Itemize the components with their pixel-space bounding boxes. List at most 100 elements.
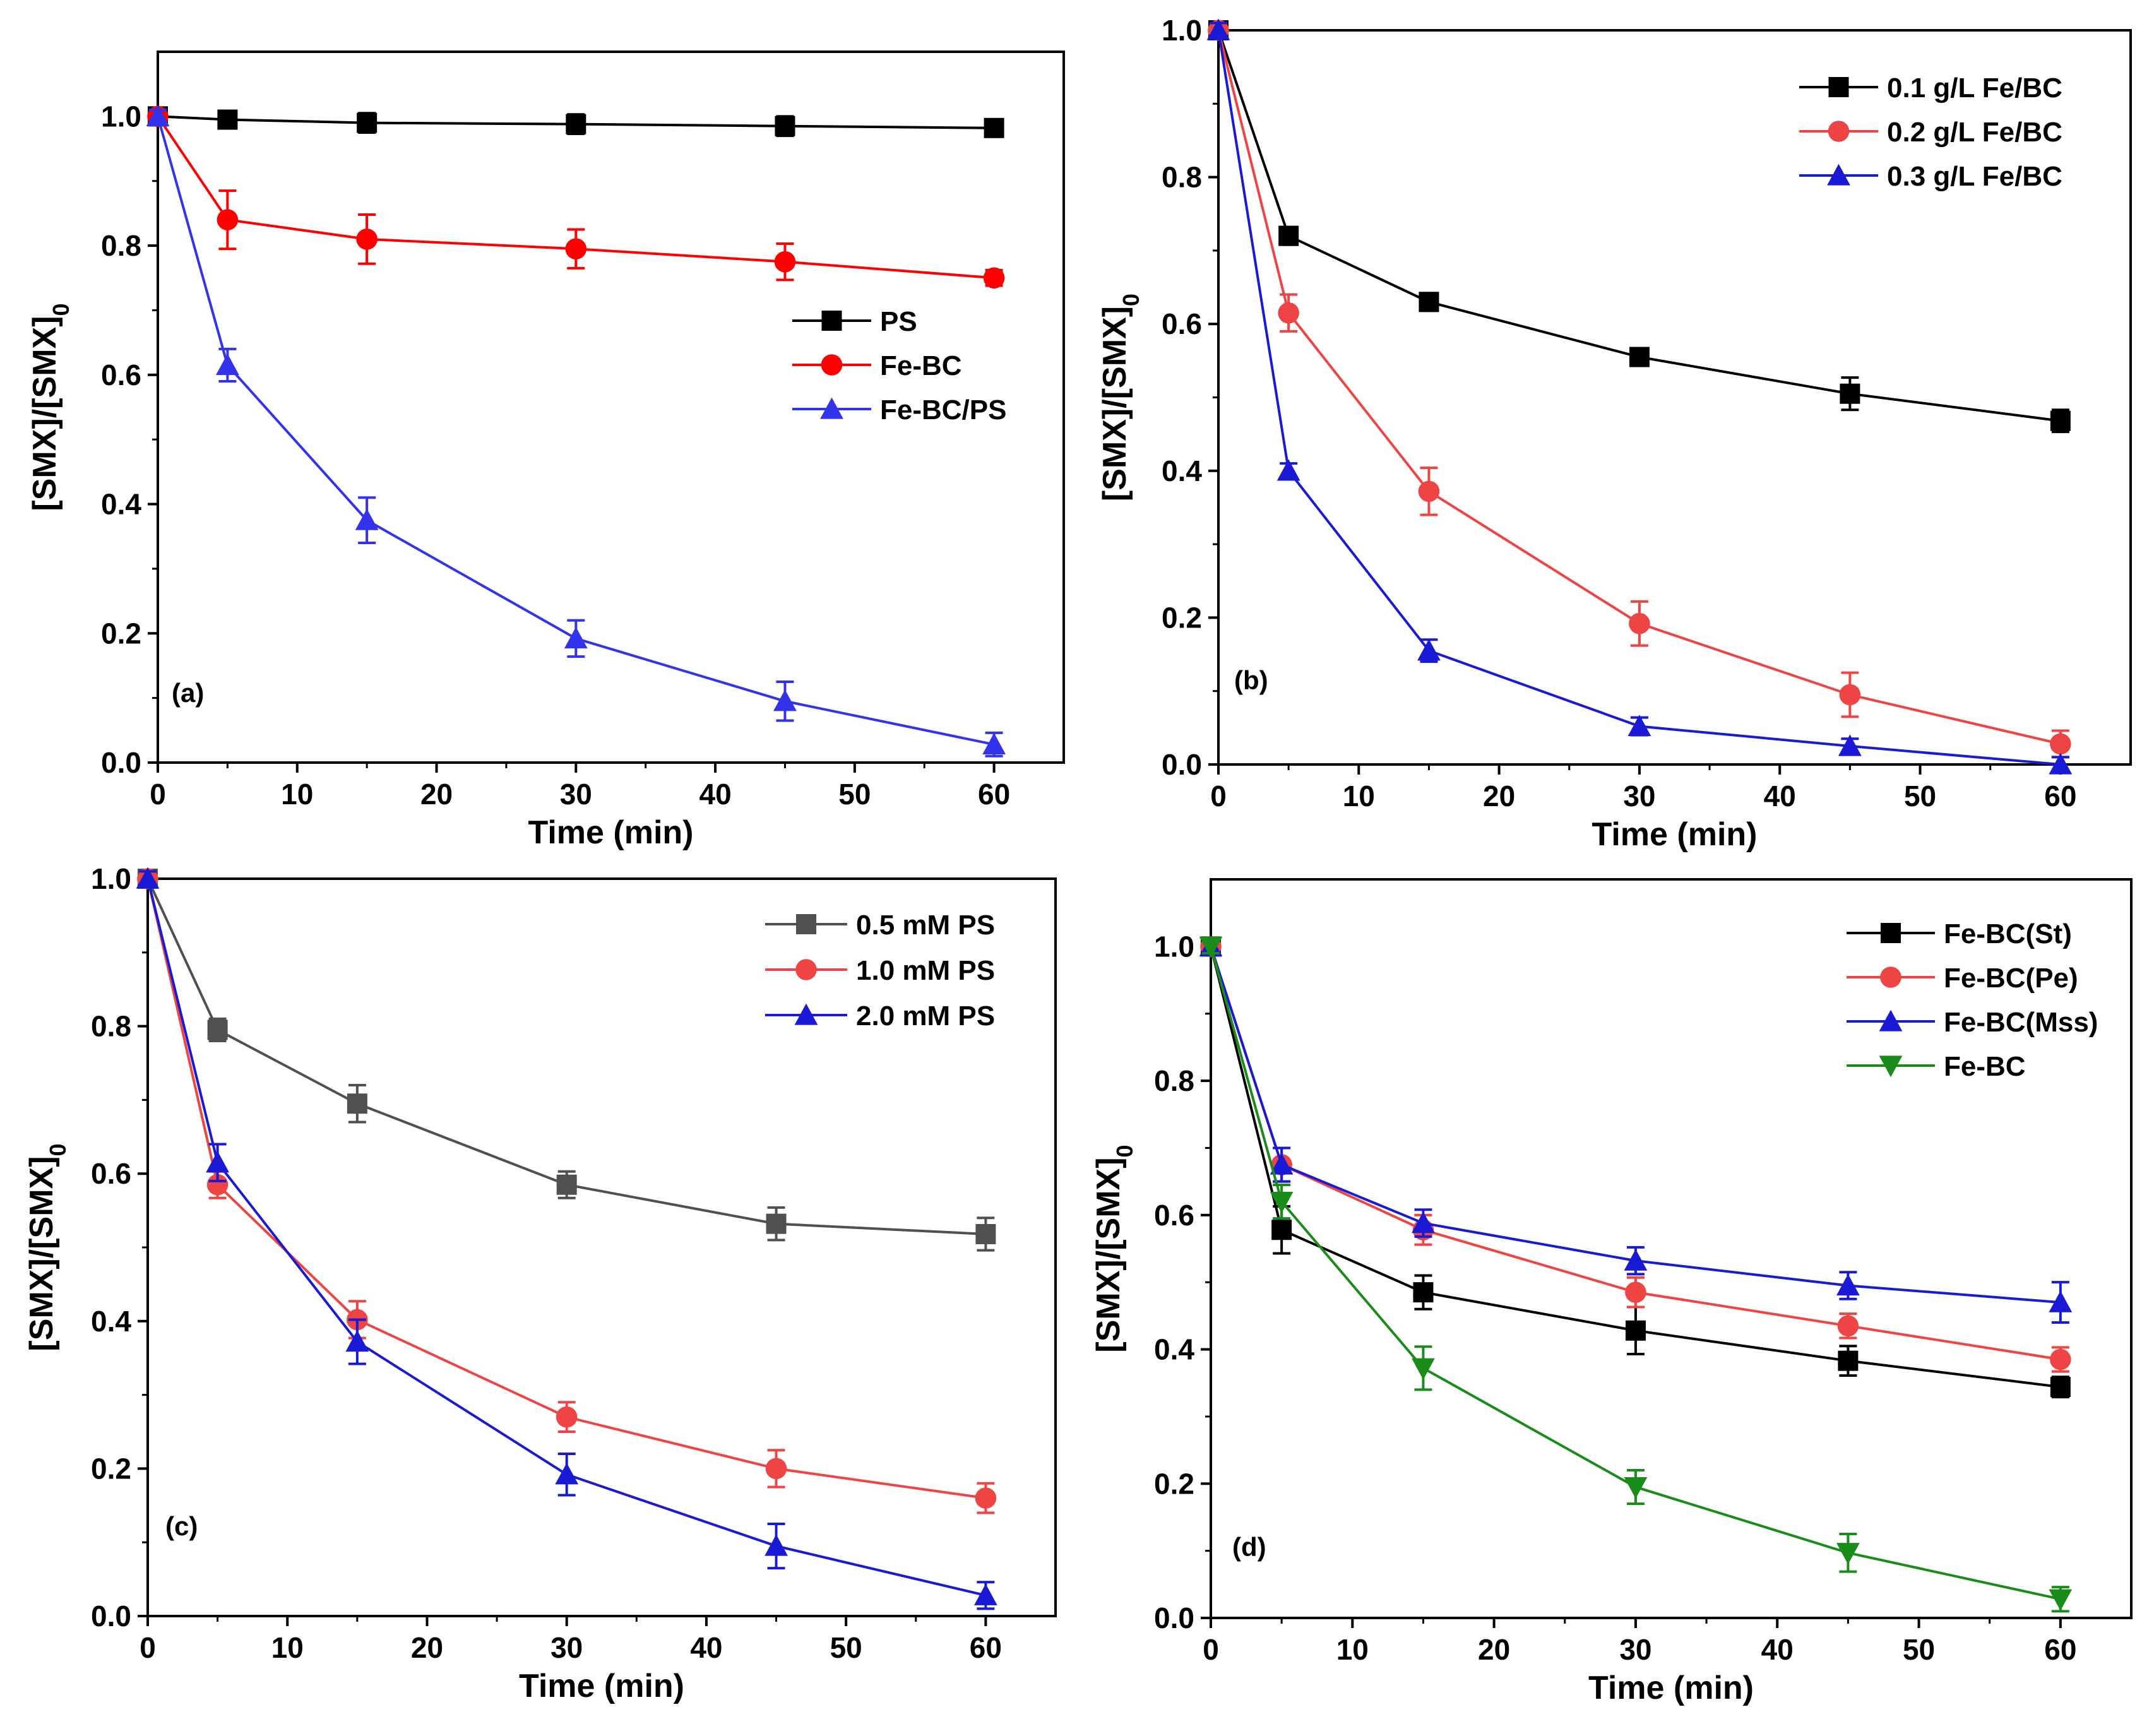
series-0: 0.1 g/L Fe/BC (1208, 20, 2071, 434)
y-tick-label: 0.0 (91, 1600, 131, 1632)
x-tick-label: 20 (420, 778, 453, 811)
data-point (1624, 1249, 1648, 1271)
data-point (982, 732, 1006, 754)
data-point (1838, 734, 1862, 756)
data-point (1270, 1153, 1294, 1175)
panel-label: (d) (1232, 1532, 1266, 1562)
data-point (983, 267, 1005, 289)
data-point (975, 1223, 996, 1244)
legend-marker (820, 397, 843, 419)
series-2: Fe-BC/PS (146, 104, 1006, 758)
data-point (2050, 1377, 2071, 1398)
panel-a: 0 10 20 30 40 50 60 0.0 0.2 0.4 0.6 0.8 1.0 Time (min… (27, 51, 1065, 851)
data-point (1278, 302, 1299, 324)
x-axis-title: Time (min) (528, 814, 694, 851)
y-tick-label: 1.0 (101, 100, 141, 133)
data-point (2049, 752, 2073, 775)
legend-label: Fe-BC (1944, 1051, 2026, 1082)
series-line (1217, 30, 2061, 746)
series-line (146, 878, 986, 1597)
y-tick-label: 0.8 (1154, 1064, 1194, 1097)
data-point (766, 1213, 787, 1234)
series-3: Fe-BC (1199, 936, 2073, 1613)
panel-label: (c) (165, 1511, 198, 1541)
legend-marker (821, 354, 843, 376)
x-tick-label: 0 (1203, 1633, 1219, 1666)
series-line (157, 116, 995, 746)
legend-label: 0.1 g/L Fe/BC (1887, 73, 2062, 104)
x-tick-label: 30 (1623, 780, 1655, 812)
data-point (1836, 1274, 1860, 1296)
data-point (1199, 936, 1223, 958)
y-tick-label: 0.8 (91, 1010, 131, 1043)
y-axis-title: [SMX]/[SMX]0 (27, 303, 74, 511)
data-point (566, 114, 586, 134)
x-axis-title: Time (min) (1592, 816, 1758, 853)
data-point (217, 109, 238, 130)
series-line (157, 116, 994, 280)
data-point (555, 1463, 579, 1485)
plot-frame (1210, 878, 2133, 1619)
series-0: PS (148, 106, 1004, 337)
data-point (775, 116, 795, 136)
legend-label: Fe-BC(Mss) (1944, 1007, 2098, 1038)
panel-c: 0 10 20 30 40 50 60 0.0 0.2 0.4 0.6 0.8 1.0 Time (min… (23, 862, 1057, 1704)
x-tick-label: 10 (271, 1631, 304, 1664)
x-tick-label: 40 (690, 1631, 722, 1664)
y-tick-label: 0.2 (91, 1452, 131, 1485)
data-point (1417, 639, 1441, 661)
y-axis-title: [SMX]/[SMX]0 (1097, 294, 1144, 501)
data-point (1413, 1282, 1434, 1303)
data-point (556, 1406, 578, 1428)
legend-label: Fe-BC(St) (1944, 919, 2072, 949)
data-point (1627, 715, 1651, 737)
data-point (975, 1487, 997, 1509)
data-point (1206, 18, 1230, 40)
legend-marker (794, 1003, 818, 1025)
data-point (1625, 1281, 1646, 1303)
y-tick-label: 0.0 (1154, 1602, 1194, 1634)
data-point (206, 1151, 230, 1173)
legend-label: 1.0 mM PS (856, 955, 995, 986)
panel-label: (b) (1234, 665, 1268, 695)
x-tick-label: 50 (1903, 1633, 1935, 1666)
x-tick-label: 10 (281, 778, 313, 811)
data-point (1278, 225, 1299, 246)
panel-label: (a) (172, 678, 204, 708)
x-tick-label: 10 (1343, 780, 1375, 812)
data-point (556, 1174, 577, 1195)
data-point (355, 508, 379, 530)
data-point (1418, 480, 1440, 502)
x-tick-label: 60 (978, 778, 1010, 811)
data-point (2049, 1290, 2073, 1312)
panel-b: 0 10 20 30 40 50 60 0.0 0.2 0.4 0.6 0.8 1.0 Time (min… (1097, 14, 2132, 853)
y-axis-title: [SMX]/[SMX]0 (1090, 1144, 1138, 1352)
data-point (347, 1093, 367, 1114)
x-tick-label: 10 (1336, 1633, 1369, 1666)
y-tick-label: 0.6 (101, 359, 141, 391)
legend-marker (795, 959, 817, 980)
series-line (157, 115, 994, 129)
data-point (1629, 612, 1650, 634)
y-tick-label: 0.2 (1154, 1467, 1194, 1500)
x-tick-label: 50 (830, 1631, 862, 1664)
series-0: Fe-BC(St) (1201, 919, 2072, 1399)
x-tick-label: 60 (970, 1631, 1002, 1664)
x-tick-label: 30 (550, 1631, 583, 1664)
y-tick-label: 1.0 (1162, 14, 1202, 47)
data-point (357, 112, 378, 133)
data-point (2049, 1589, 2073, 1611)
series-0: 0.5 mM PS (138, 869, 996, 1252)
data-point (1625, 1320, 1646, 1341)
data-point (765, 1534, 788, 1556)
series-line (1217, 30, 2061, 422)
y-tick-label: 0.0 (1162, 748, 1202, 781)
data-point (206, 1174, 229, 1196)
x-axis-title: Time (min) (1588, 1670, 1754, 1706)
data-point (1276, 459, 1300, 481)
y-tick-label: 0.4 (1162, 455, 1202, 487)
series-1: 0.2 g/L Fe/BC (1208, 20, 2071, 759)
legend-label: 2.0 mM PS (856, 1001, 995, 1031)
data-point (565, 238, 587, 260)
